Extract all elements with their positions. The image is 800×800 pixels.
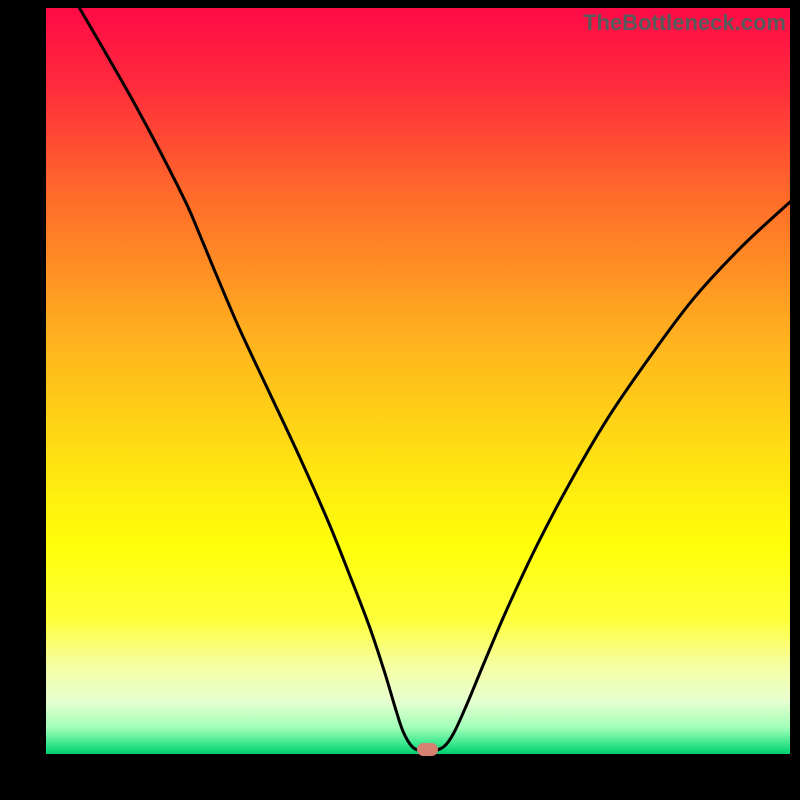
chart-frame: TheBottleneck.com [0,0,800,800]
watermark-text: TheBottleneck.com [583,10,786,36]
optimum-marker [417,743,438,756]
bottleneck-curve [46,8,790,754]
plot-area [46,8,790,754]
